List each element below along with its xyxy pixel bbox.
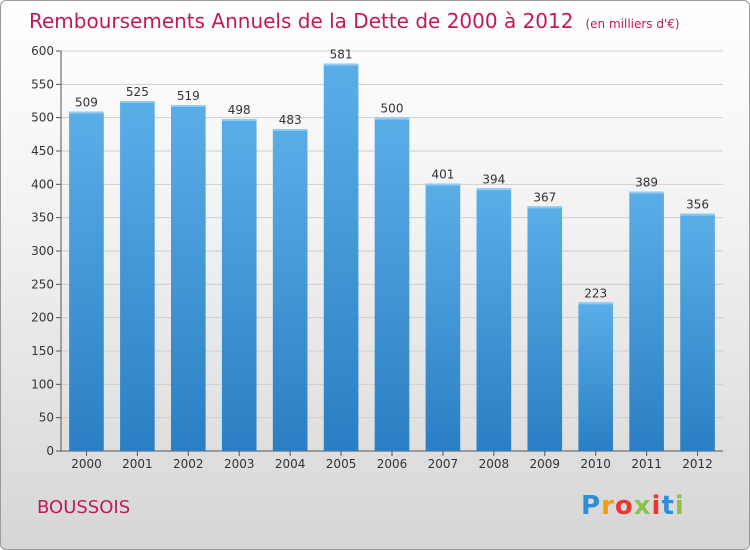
y-tick-label: 100: [31, 377, 54, 391]
bar-2002: [170, 105, 206, 451]
bar-2000: [69, 111, 104, 452]
town-name: BOUSSOIS: [37, 497, 131, 518]
bar-value-label: 483: [279, 113, 302, 127]
y-tick-label: 250: [31, 277, 54, 291]
bar-value-label: 509: [75, 96, 98, 110]
bar-highlight-2006: [374, 117, 410, 120]
x-tick-label: 2006: [377, 457, 408, 471]
y-tick-label: 500: [31, 111, 54, 125]
x-tick-label: 2005: [326, 457, 357, 471]
x-tick-label: 2011: [631, 457, 662, 471]
x-tick-label: 2000: [71, 457, 102, 471]
x-tick-label: 2010: [580, 457, 611, 471]
x-tick-label: 2009: [529, 457, 560, 471]
labels: 0 50 100 150 200 250 300 350 400 450 500 550 600 509 2…: [31, 44, 713, 471]
x-tick-label: 2008: [479, 457, 510, 471]
bar-highlight-2010: [578, 302, 614, 305]
bar-2001: [120, 101, 155, 451]
bar-value-label: 500: [381, 102, 404, 116]
bar-value-label: 223: [584, 286, 607, 300]
chart-title-main: Remboursements Annuels de la Dette de 20…: [29, 9, 574, 33]
y-tick-label: 400: [31, 177, 54, 191]
bar-2006: [374, 117, 410, 452]
bar-2010: [578, 302, 614, 451]
bar-value-label: 367: [533, 190, 556, 204]
bar-highlight-2004: [272, 129, 308, 131]
bars: [69, 63, 715, 452]
y-tick-label: 0: [46, 444, 54, 458]
y-tick-label: 350: [31, 211, 54, 225]
bar-highlight-2003: [221, 119, 257, 121]
bar-highlight-2012: [680, 213, 715, 216]
y-tick-label: 600: [31, 44, 54, 58]
bar-highlight-2001: [120, 101, 155, 103]
proxiti-logo[interactable]: Proxiti: [581, 491, 685, 521]
bar-highlight-2005: [323, 63, 359, 66]
bar-highlight-2008: [476, 188, 512, 191]
x-tick-label: 2001: [122, 457, 153, 471]
bar-2005: [323, 63, 359, 452]
x-tick-label: 2012: [682, 457, 713, 471]
chart-title-unit: (en milliers d'€): [585, 17, 680, 31]
chart-title: Remboursements Annuels de la Dette de 20…: [29, 9, 680, 33]
y-tick-label: 300: [31, 244, 54, 258]
bar-value-label: 525: [126, 85, 149, 99]
bar-value-label: 394: [482, 172, 505, 186]
bar-2009: [527, 206, 563, 451]
bar-2007: [425, 183, 461, 451]
bar-value-label: 389: [635, 176, 658, 190]
bar-highlight-2011: [629, 191, 664, 194]
bar-value-label: 581: [330, 48, 353, 62]
bar-value-label: 519: [177, 89, 200, 103]
x-tick-label: 2007: [428, 457, 459, 471]
bar-2003: [221, 119, 257, 451]
bar-value-label: 356: [686, 198, 709, 212]
bar-highlight-2002: [170, 105, 206, 107]
y-tick-label: 450: [31, 144, 54, 158]
x-tick-label: 2002: [173, 457, 204, 471]
y-tick-label: 200: [31, 311, 54, 325]
bar-highlight-2000: [69, 111, 104, 114]
bar-2012: [680, 213, 715, 451]
bar-value-label: 498: [228, 103, 251, 117]
y-tick-label: 150: [31, 344, 54, 358]
bar-2004: [272, 129, 308, 451]
bar-highlight-2009: [527, 206, 563, 209]
x-tick-label: 2003: [224, 457, 255, 471]
bar-value-label: 401: [431, 168, 454, 182]
bar-highlight-2007: [425, 183, 461, 186]
x-tick-label: 2004: [275, 457, 306, 471]
y-tick-label: 550: [31, 77, 54, 91]
y-tick-label: 50: [39, 411, 54, 425]
bar-2011: [629, 191, 664, 451]
bar-2008: [476, 188, 512, 452]
